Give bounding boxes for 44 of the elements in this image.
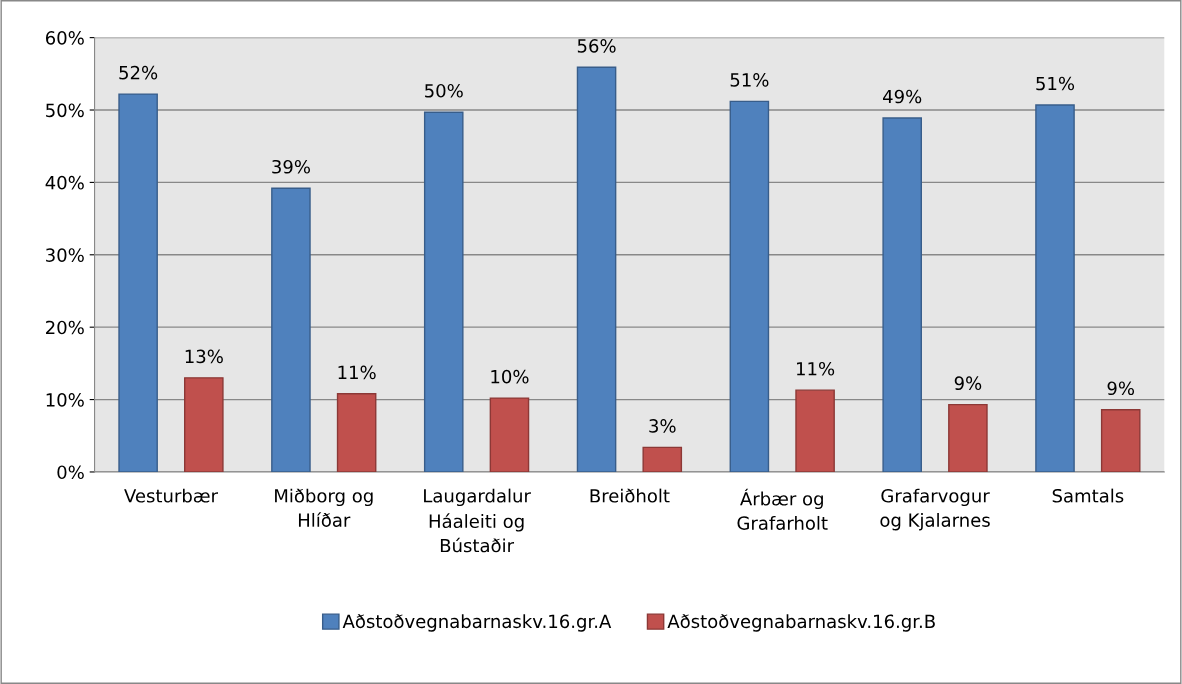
y-tick-label: 20% [46,320,84,335]
bar [882,117,922,472]
legend-label: Aðstoðvegnabarnaskv.16.gr.B [667,614,935,632]
y-tick-label: 60% [45,31,84,45]
data-label: 10% [491,369,529,384]
data-label: 11% [338,365,376,380]
bar [729,100,770,472]
bar [118,93,158,472]
x-tick-label: Grafarvogur og Kjalarnes [880,488,990,531]
bar [948,403,988,472]
data-label: 11% [797,361,835,376]
bar [1035,104,1075,472]
y-tick-label: 50% [46,103,84,118]
data-label: 39% [272,159,310,174]
y-tick-label: 40% [45,175,84,190]
x-tick-label: Miðborg og Hlíðar [275,488,373,527]
bar [184,377,224,472]
data-label: 49% [883,89,922,104]
y-tick-label: 30% [46,248,84,262]
data-label: 56% [577,39,616,53]
y-tick-label: 10% [46,393,84,407]
data-label: 51% [730,73,769,87]
bar [271,187,311,472]
data-label: 3% [649,419,676,433]
x-tick-label: Samtals [1052,488,1124,503]
bar [489,397,530,472]
x-tick-label: Breiðholt [590,488,670,503]
bar [576,66,617,472]
x-tick-label: Vesturbær [124,488,218,503]
data-label: 52% [119,65,158,80]
bar [642,446,683,472]
bar [423,111,464,472]
bar [1100,409,1141,472]
x-tick-label: Laugardalur Háaleiti og Bústaðir [424,488,531,553]
data-label: 9% [954,376,982,391]
data-label: 13% [185,349,223,364]
y-tick-label: 0% [57,465,84,480]
legend-label: Aðstoðvegnabarnaskv.16.gr.A [342,614,612,632]
bar [795,389,835,472]
data-label: 50% [425,83,463,98]
data-label: 51% [1036,76,1075,91]
bar [336,393,377,472]
x-tick-label: Árbær og Grafarholt [737,488,828,530]
data-label: 9% [1107,381,1135,396]
